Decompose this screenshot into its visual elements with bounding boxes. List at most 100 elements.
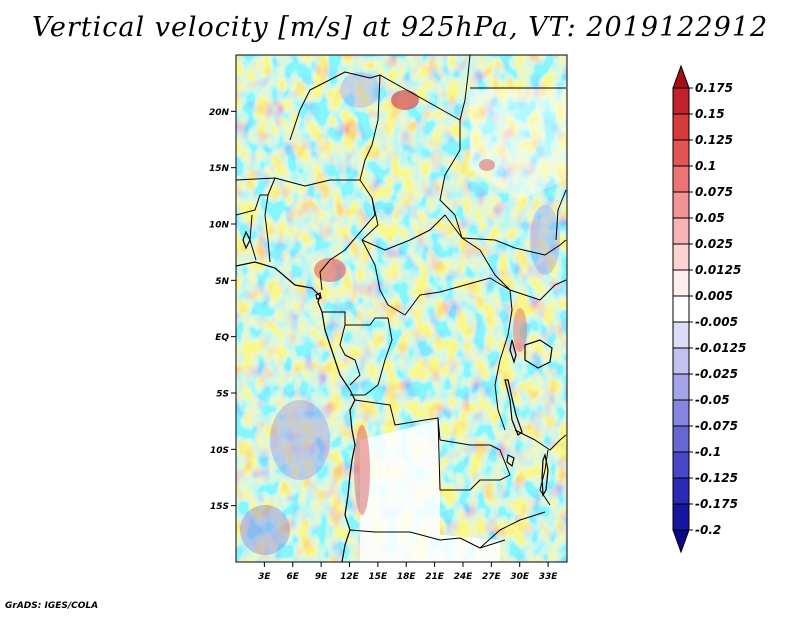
border-libya-chad [379,55,471,121]
lon-tick-label: 30E [510,572,530,582]
border-drc-angola [354,399,511,476]
colorbar-label: -0.025 [695,367,738,381]
lake-tanganyika [504,379,523,436]
border-nigeria-cameroon [319,197,376,291]
colorbar-swatch [672,425,690,453]
border-niger-nigeria [236,177,360,187]
lake-volta [242,230,251,250]
calm-region-south [360,420,500,562]
lat-tick-label: 15N [209,164,230,174]
colorbar-swatch [672,87,690,115]
lon-tick-label: 12E [340,572,360,582]
lake-malawi [541,452,549,497]
colorbar-swatch [672,243,690,271]
colorbar: 0.175 0.15 0.125 0.1 0.075 0.05 0.025 0.0125 0.0… [672,64,746,554]
colorbar-swatch [672,295,690,323]
lon-tick-label: 15E [369,572,389,582]
colorbar-swatch [672,451,690,479]
border-chad-niger [359,74,381,199]
bioko-island [315,292,322,300]
border-car-cameroon [361,239,406,316]
lon-tick-label: 6E [287,572,300,582]
colorbar-label: 0.075 [695,185,733,199]
lon-tick-label: 3E [258,572,271,582]
colorbar-swatch [672,321,690,349]
colorbar-swatch [672,347,690,375]
colorbar-label: -0.175 [695,497,738,511]
border-gabon-congo [339,324,361,386]
lon-tick-label: 9E [315,572,328,582]
lon-tick-label: 27E [482,572,502,582]
colorbar-label: -0.0125 [695,341,746,355]
colorbar-label: 0.0125 [695,263,741,277]
border-zambia-zimbabwe [479,511,546,549]
colorbar-label: -0.005 [695,315,738,329]
border-sudan-south [461,237,567,256]
lat-tick-label: 5N [215,277,229,287]
border-cameroon-gabon [322,311,388,326]
map-panel [235,54,568,563]
colorbar-swatch [672,139,690,167]
colorbar-swatch [672,503,690,531]
border-burkina-ghana [236,194,268,216]
latitude-axis: 20N 15N 10N 5N EQ 5S 10S 15S [209,108,236,512]
colorbar-label: 0.05 [695,211,725,225]
grads-credit: GrADS: IGES/COLA [5,601,99,611]
border-car-sudan [461,237,511,291]
colorbar-label: -0.05 [695,393,730,407]
border-chad-car [361,197,463,251]
colorbar-swatch [672,399,690,427]
border-car-drc [404,277,511,316]
colorbar-label: 0.15 [695,107,725,121]
borders [236,55,567,549]
colorbar-swatch [672,191,690,219]
chart-title: Vertical velocity [m/s] at 925hPa, VT: 2… [31,12,769,43]
descent-patch-east [530,205,560,275]
lon-tick-label: 24E [454,572,474,582]
descent-patch-north [340,72,380,108]
ascent-patch-cameroon [314,258,346,282]
colorbar-label: 0.025 [695,237,733,251]
colorbar-bottom-triangle [672,529,690,554]
colorbar-top-triangle [672,64,690,89]
lat-tick-label: 15S [210,502,229,512]
colorbar-label: -0.125 [695,471,738,485]
colorbar-swatch [672,477,690,505]
lat-tick-label: 10S [210,446,229,456]
calm-region-east [470,85,566,200]
border-benin-nigeria [264,177,276,263]
lat-tick-label: 5S [216,390,229,400]
ascent-patch-coast [354,425,370,515]
lake-albert [509,339,517,365]
field-features [240,72,566,562]
lake-mweru [506,454,515,468]
colorbar-label: -0.2 [695,523,721,537]
lake-victoria [524,339,553,369]
longitude-axis: 3E 6E 9E 12E 15E 18E 21E 24E 27E 30E 33E [258,562,558,582]
ascent-patch-sudan [479,159,495,171]
border-congo-drc [350,317,393,396]
border-sudan-ethiopia [555,189,567,241]
lat-tick-label: EQ [215,333,229,343]
descent-patch-west [270,400,330,480]
colorbar-swatch [672,269,690,297]
border-chad-sudan [439,120,463,239]
colorbar-label: 0.1 [695,159,716,173]
ascent-patch-lakes [513,308,527,352]
lon-tick-label: 33E [539,572,559,582]
map-frame [235,54,568,563]
colorbar-label: -0.1 [695,445,721,459]
lon-tick-label: 18E [397,572,417,582]
colorbar-label: 0.175 [695,81,733,95]
west-africa-coast [236,261,356,562]
border-drc-east [494,289,513,431]
lat-tick-label: 10N [209,221,230,231]
colorbar-label: 0.005 [695,289,733,303]
colorbar-label: 0.125 [695,133,733,147]
border-south-sudan-drc [509,279,567,301]
border-niger-libya [289,71,381,141]
descent-patch-southwest [240,505,290,555]
border-angola-zambia [437,417,511,491]
colorbar-swatch [672,373,690,401]
